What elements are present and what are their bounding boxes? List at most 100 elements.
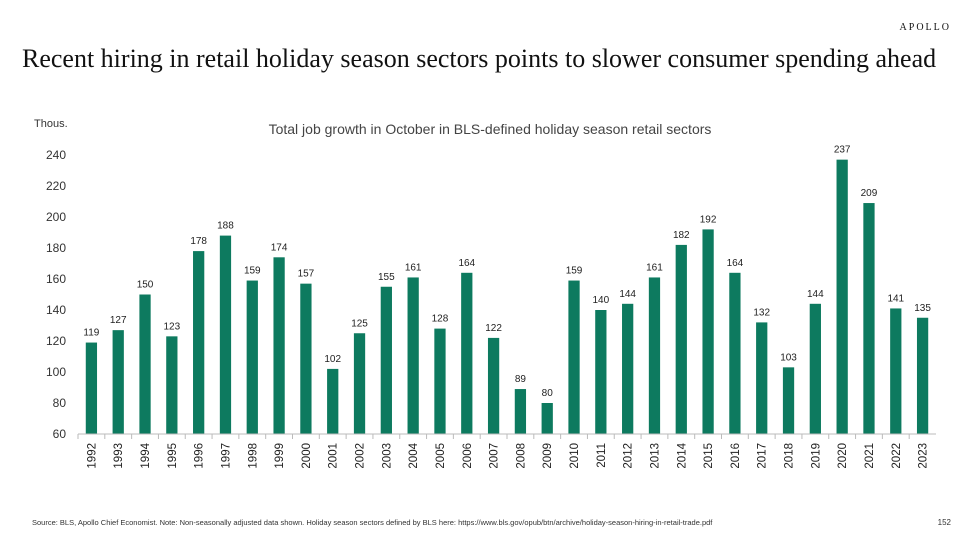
y-tick-label: 60: [53, 427, 67, 441]
bar: [836, 159, 848, 434]
x-tick-label: 2003: [381, 443, 393, 469]
bar: [648, 277, 661, 434]
bar: [541, 403, 553, 434]
bar-value-label: 164: [727, 258, 744, 269]
page-number: 152: [937, 518, 951, 527]
x-tick-label: 1992: [86, 443, 98, 469]
bar-value-label: 182: [673, 230, 690, 241]
bar: [487, 337, 500, 434]
x-tick-label: 2013: [649, 443, 661, 469]
y-tick-label: 80: [53, 396, 67, 410]
bar-value-label: 132: [753, 307, 770, 318]
x-tick-label: 2002: [355, 443, 367, 469]
bar: [246, 280, 258, 434]
bar: [809, 303, 821, 434]
y-tick-label: 240: [46, 148, 66, 162]
x-tick-label: 2016: [730, 443, 742, 469]
bar-value-label: 164: [458, 258, 475, 269]
bar: [863, 203, 875, 434]
bar: [219, 235, 232, 434]
bar: [85, 342, 98, 434]
bar: [514, 389, 527, 434]
y-axis-unit-label: Thous.: [34, 118, 68, 130]
bar: [622, 303, 634, 434]
bar: [729, 272, 741, 434]
x-tick-label: 1994: [140, 442, 152, 468]
bar: [595, 310, 607, 434]
y-tick-label: 220: [46, 179, 66, 193]
y-tick-label: 180: [46, 241, 66, 255]
bar: [327, 368, 339, 434]
y-axis: 60 80 100 120 140 160 180 200 220 240: [46, 148, 66, 441]
x-tick-label: 2014: [676, 442, 688, 468]
bar: [916, 317, 929, 434]
bars: [85, 159, 929, 434]
x-tick-label: 1998: [247, 443, 259, 469]
bar: [782, 367, 795, 434]
data-labels: 119 127 150 123 178 188 159 174 157 102 125 155 161 1…: [83, 145, 931, 399]
x-tick-label: 2011: [596, 443, 608, 468]
x-tick-label: 2006: [462, 443, 474, 469]
x-tick-label: 2000: [301, 443, 313, 469]
y-tick-label: 140: [46, 303, 66, 317]
bar: [890, 308, 902, 434]
bar-value-label: 192: [700, 214, 717, 225]
x-tick-label: 2022: [891, 443, 903, 469]
bar-value-label: 144: [619, 289, 636, 300]
x-tick-label: 2008: [515, 443, 527, 469]
bar-value-label: 209: [861, 188, 878, 199]
x-tick-label: 2012: [623, 443, 635, 469]
x-tick-label: 1995: [167, 443, 179, 469]
bar: [380, 286, 392, 434]
x-tick-label: 2009: [542, 443, 554, 469]
bar: [139, 294, 151, 434]
bar-value-label: 135: [914, 303, 931, 314]
bar: [756, 322, 768, 434]
bar: [166, 336, 178, 434]
bar-value-label: 123: [164, 321, 181, 332]
bar-value-label: 89: [515, 374, 527, 385]
bar: [568, 280, 580, 434]
chart-title: Total job growth in October in BLS-defin…: [269, 121, 712, 137]
bar-value-label: 103: [780, 352, 797, 363]
x-tick-label: 2001: [328, 443, 340, 469]
bar-value-label: 141: [887, 293, 904, 304]
x-tick-label: 2015: [703, 443, 715, 469]
x-tick-label: 2004: [408, 442, 420, 468]
bar-value-label: 237: [834, 145, 851, 156]
x-tick-label: 1999: [274, 443, 286, 469]
bar-value-label: 155: [378, 272, 395, 283]
bar-value-label: 159: [566, 266, 583, 277]
x-tick-label: 2017: [757, 443, 769, 469]
bar-value-label: 157: [298, 269, 315, 280]
page-title: Recent hiring in retail holiday season s…: [22, 44, 937, 73]
bar: [193, 251, 205, 434]
x-tick-label: 2021: [864, 443, 876, 469]
x-tick-label: 2018: [784, 443, 796, 469]
bar-value-label: 102: [324, 354, 341, 365]
bar-value-label: 144: [807, 289, 824, 300]
bar-value-label: 80: [542, 388, 554, 399]
bar: [300, 283, 312, 434]
bar: [675, 244, 687, 434]
bar-value-label: 128: [432, 314, 449, 325]
bar: [353, 333, 366, 434]
x-tick-label: 2010: [569, 443, 581, 469]
bar: [407, 277, 419, 434]
source-note: Source: BLS, Apollo Chief Economist. Not…: [32, 518, 713, 527]
bar-value-label: 122: [485, 323, 502, 334]
bar-value-label: 161: [646, 262, 663, 273]
bar-value-label: 125: [351, 318, 368, 329]
x-tick-label: 2020: [837, 443, 849, 469]
bar-value-label: 127: [110, 315, 127, 326]
bar: [434, 328, 446, 434]
bar-value-label: 159: [244, 266, 261, 277]
x-axis: 1992 1993 1994 1995 1996 1997 1998 1999 2000 2001…: [77, 433, 936, 469]
bar: [461, 272, 473, 434]
y-tick-label: 160: [46, 272, 66, 286]
bar-value-label: 188: [217, 221, 234, 232]
x-tick-label: 1993: [113, 443, 125, 469]
x-tick-label: 2019: [810, 443, 822, 469]
